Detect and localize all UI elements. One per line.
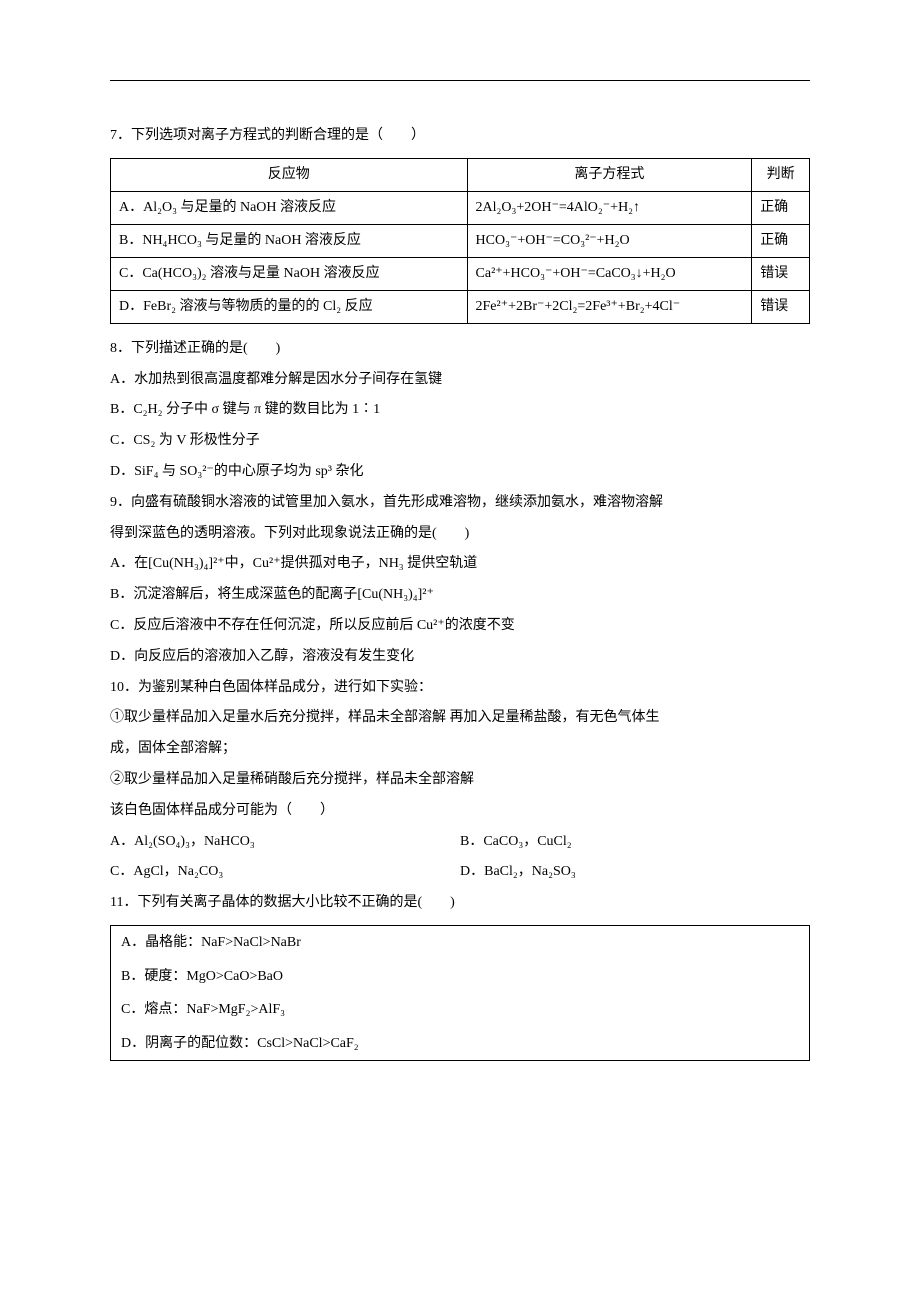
q7-cell-judge: 正确: [752, 191, 810, 224]
q9-option-c: C．反应后溶液中不存在任何沉淀，所以反应前后 Cu²⁺的浓度不变: [110, 611, 810, 642]
q7-header-judge: 判断: [752, 158, 810, 191]
q10-line3: ②取少量样品加入足量稀硝酸后充分搅拌，样品未全部溶解: [110, 765, 810, 796]
q10-option-a: A．Al₂(SO₄)₃，NaHCO₃: [110, 827, 460, 858]
table-row: B．NH₄HCO₃ 与足量的 NaOH 溶液反应 HCO₃⁻+OH⁻=CO₃²⁻…: [111, 224, 810, 257]
q10-option-d: D．BaCl₂，Na₂SO₃: [460, 857, 810, 888]
q10-line2: 成，固体全部溶解；: [110, 734, 810, 765]
q10-option-c: C．AgCl，Na₂CO₃: [110, 857, 460, 888]
q10-line4: 该白色固体样品成分可能为（ ）: [110, 796, 810, 827]
q8-option-b: B．C₂H₂ 分子中 σ 键与 π 键的数目比为 1∶1: [110, 395, 810, 426]
q7-stem: 7．下列选项对离子方程式的判断合理的是（ ）: [110, 121, 810, 152]
q10-line1: ①取少量样品加入足量水后充分搅拌，样品未全部溶解 再加入足量稀盐酸，有无色气体生: [110, 703, 810, 734]
q7-cell-judge: 错误: [752, 290, 810, 323]
q11-option-a: A．晶格能：NaF>NaCl>NaBr: [121, 926, 799, 960]
q7-cell-equation: 2Fe²⁺+2Br⁻+2Cl₂=2Fe³⁺+Br₂+4Cl⁻: [467, 290, 752, 323]
q10-stem: 10．为鉴别某种白色固体样品成分，进行如下实验：: [110, 673, 810, 704]
q7-cell-equation: HCO₃⁻+OH⁻=CO₃²⁻+H₂O: [467, 224, 752, 257]
q7-cell-reactant: C．Ca(HCO₃)₂ 溶液与足量 NaOH 溶液反应: [111, 257, 468, 290]
q7-table: 反应物 离子方程式 判断 A．Al₂O₃ 与足量的 NaOH 溶液反应 2Al₂…: [110, 158, 810, 324]
q8-stem: 8．下列描述正确的是( ): [110, 334, 810, 365]
q7-cell-reactant: A．Al₂O₃ 与足量的 NaOH 溶液反应: [111, 191, 468, 224]
q11-option-b: B．硬度：MgO>CaO>BaO: [121, 960, 799, 994]
q7-cell-judge: 错误: [752, 257, 810, 290]
table-row: D．FeBr₂ 溶液与等物质的量的的 Cl₂ 反应 2Fe²⁺+2Br⁻+2Cl…: [111, 290, 810, 323]
top-rule: [110, 80, 810, 81]
q7-cell-equation: Ca²⁺+HCO₃⁻+OH⁻=CaCO₃↓+H₂O: [467, 257, 752, 290]
q9-stem-line1: 9．向盛有硫酸铜水溶液的试管里加入氨水，首先形成难溶物，继续添加氨水，难溶物溶解: [110, 488, 810, 519]
q8-option-c: C．CS₂ 为 V 形极性分子: [110, 426, 810, 457]
q7-cell-reactant: B．NH₄HCO₃ 与足量的 NaOH 溶液反应: [111, 224, 468, 257]
q11-option-c: C．熔点：NaF>MgF₂>AlF₃: [121, 993, 799, 1027]
table-row: A．Al₂O₃ 与足量的 NaOH 溶液反应 2Al₂O₃+2OH⁻=4AlO₂…: [111, 191, 810, 224]
q8-option-a: A．水加热到很高温度都难分解是因水分子间存在氢键: [110, 365, 810, 396]
q11-option-d: D．阴离子的配位数：CsCl>NaCl>CaF₂: [121, 1027, 799, 1061]
q7-header-equation: 离子方程式: [467, 158, 752, 191]
q7-header-reactant: 反应物: [111, 158, 468, 191]
q9-stem-line2: 得到深蓝色的透明溶液。下列对此现象说法正确的是( ): [110, 519, 810, 550]
q10-option-b: B．CaCO₃，CuCl₂: [460, 827, 810, 858]
table-row: C．Ca(HCO₃)₂ 溶液与足量 NaOH 溶液反应 Ca²⁺+HCO₃⁻+O…: [111, 257, 810, 290]
q9-option-b: B．沉淀溶解后，将生成深蓝色的配离子[Cu(NH₃)₄]²⁺: [110, 580, 810, 611]
q11-stem: 11．下列有关离子晶体的数据大小比较不正确的是( ): [110, 888, 810, 919]
q7-cell-judge: 正确: [752, 224, 810, 257]
q9-option-a: A．在[Cu(NH₃)₄]²⁺中，Cu²⁺提供孤对电子，NH₃ 提供空轨道: [110, 549, 810, 580]
q7-cell-reactant: D．FeBr₂ 溶液与等物质的量的的 Cl₂ 反应: [111, 290, 468, 323]
q7-cell-equation: 2Al₂O₃+2OH⁻=4AlO₂⁻+H₂↑: [467, 191, 752, 224]
q8-option-d: D．SiF₄ 与 SO₃²⁻的中心原子均为 sp³ 杂化: [110, 457, 810, 488]
q11-options-box: A．晶格能：NaF>NaCl>NaBr B．硬度：MgO>CaO>BaO C．熔…: [110, 925, 810, 1061]
q9-option-d: D．向反应后的溶液加入乙醇，溶液没有发生变化: [110, 642, 810, 673]
table-row: 反应物 离子方程式 判断: [111, 158, 810, 191]
